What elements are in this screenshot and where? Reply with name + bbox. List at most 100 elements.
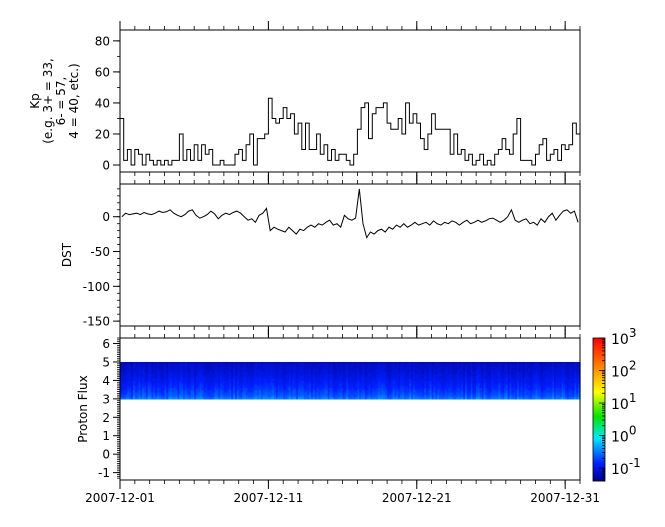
spectrogram-cell — [346, 364, 349, 368]
spectrogram-cell — [350, 389, 353, 393]
spectrogram-cell — [555, 375, 559, 379]
spectrogram-cell — [294, 396, 297, 400]
spectrogram-cell — [207, 394, 210, 398]
spectrogram-cell — [385, 375, 388, 379]
spectrogram-cell — [342, 387, 346, 391]
spectrogram-cell — [550, 373, 553, 377]
spectrogram-cell — [333, 389, 336, 393]
colorbar-segment — [593, 386, 605, 388]
spectrogram-cell — [121, 368, 125, 372]
spectrogram-cell — [522, 382, 525, 386]
spectrogram-cell — [127, 364, 130, 368]
spectrogram-cell — [414, 394, 418, 398]
spectrogram-cell — [487, 382, 490, 386]
spectrogram-cell — [548, 364, 551, 368]
spectrogram-cell — [162, 366, 166, 370]
spectrogram-cell — [318, 373, 321, 377]
spectrogram-cell — [136, 380, 140, 384]
spectrogram-cell — [439, 375, 442, 379]
spectrogram-cell — [446, 378, 449, 382]
spectrogram-cell — [240, 396, 244, 400]
spectrogram-cell — [277, 380, 281, 384]
spectrogram-cell — [179, 378, 182, 382]
spectrogram-cell — [457, 366, 461, 370]
spectrogram-cell — [507, 366, 511, 370]
spectrogram-cell — [390, 396, 394, 400]
spectrogram-cell — [286, 371, 290, 375]
spectrogram-cell — [372, 382, 375, 386]
spectrogram-cell — [303, 382, 307, 386]
colorbar-segment — [593, 465, 605, 467]
spectrogram-cell — [227, 389, 231, 393]
spectrogram-cell — [377, 378, 381, 382]
spectrogram-cell — [509, 371, 512, 375]
spectrogram-cell — [413, 387, 416, 391]
spectrogram-cell — [175, 389, 179, 393]
spectrogram-cell — [318, 364, 321, 368]
spectrogram-cell — [214, 394, 218, 398]
spectrogram-cell — [285, 364, 288, 368]
spectrogram-cell — [511, 361, 514, 365]
spectrogram-cell — [192, 373, 195, 377]
spectrogram-cell — [561, 373, 564, 377]
spectrogram-cell — [548, 366, 551, 370]
kp-ylabel-line-4: 4 = 40, etc.) — [67, 63, 81, 138]
spectrogram-cell — [509, 387, 512, 391]
spectrogram-cell — [205, 364, 208, 368]
spectrogram-cell — [364, 389, 368, 393]
spectrogram-cell — [288, 396, 292, 400]
spectrogram-cell — [529, 371, 533, 375]
spectrogram-cell — [485, 385, 488, 388]
spectrogram-cell — [194, 385, 197, 388]
spectrogram-cell — [565, 371, 568, 375]
spectrogram-cell — [164, 364, 167, 368]
spectrogram-cell — [570, 368, 574, 372]
spectrogram-cell — [472, 361, 475, 365]
spectrogram-cell — [420, 380, 423, 384]
spectrogram-cell — [209, 380, 212, 384]
spectrogram-cell — [131, 375, 134, 379]
spectrogram-cell — [290, 394, 294, 398]
spectrogram-cell — [236, 382, 240, 386]
spectrogram-cell — [409, 380, 412, 384]
spectrogram-cell — [511, 378, 514, 382]
spectrogram-cell — [205, 373, 208, 377]
spectrogram-cell — [427, 364, 431, 368]
spectrogram-cell — [307, 380, 310, 384]
spectrogram-cell — [426, 366, 429, 370]
spectrogram-cell — [433, 391, 436, 395]
spectrogram-cell — [155, 373, 158, 377]
spectrogram-cell — [401, 382, 405, 386]
spectrogram-cell — [576, 385, 579, 388]
spectrogram-cell — [427, 373, 431, 377]
spectrogram-cell — [316, 385, 320, 388]
spectrogram-cell — [218, 361, 221, 365]
spectrogram-cell — [186, 387, 190, 391]
spectrogram-cell — [485, 387, 488, 391]
spectrogram-cell — [370, 378, 373, 382]
spectrogram-cell — [435, 361, 438, 365]
spectrogram-cell — [160, 382, 164, 386]
spectrogram-cell — [405, 373, 409, 377]
spectrogram-cell — [166, 394, 169, 398]
spectrogram-cell — [387, 378, 390, 382]
spectrogram-cell — [524, 396, 527, 400]
spectrogram-cell — [368, 375, 371, 379]
spectrogram-cell — [448, 391, 451, 395]
spectrogram-cell — [129, 391, 132, 395]
spectrogram-cell — [526, 380, 529, 384]
spectrogram-cell — [249, 373, 253, 377]
spectrogram-cell — [294, 375, 297, 379]
spectrogram-cell — [325, 371, 329, 375]
spectrogram-cell — [173, 361, 177, 365]
spectrogram-cell — [431, 394, 435, 398]
spectrogram-cell — [233, 385, 236, 388]
x-tick-label: 2007-12-01 — [85, 491, 155, 505]
colorbar-segment — [593, 416, 605, 418]
spectrogram-cell — [216, 373, 219, 377]
spectrogram-cell — [209, 368, 212, 372]
spectrogram-cell — [390, 375, 394, 379]
spectrogram-cell — [455, 378, 459, 382]
spectrogram-cell — [190, 373, 193, 377]
spectrogram-cell — [420, 396, 423, 400]
